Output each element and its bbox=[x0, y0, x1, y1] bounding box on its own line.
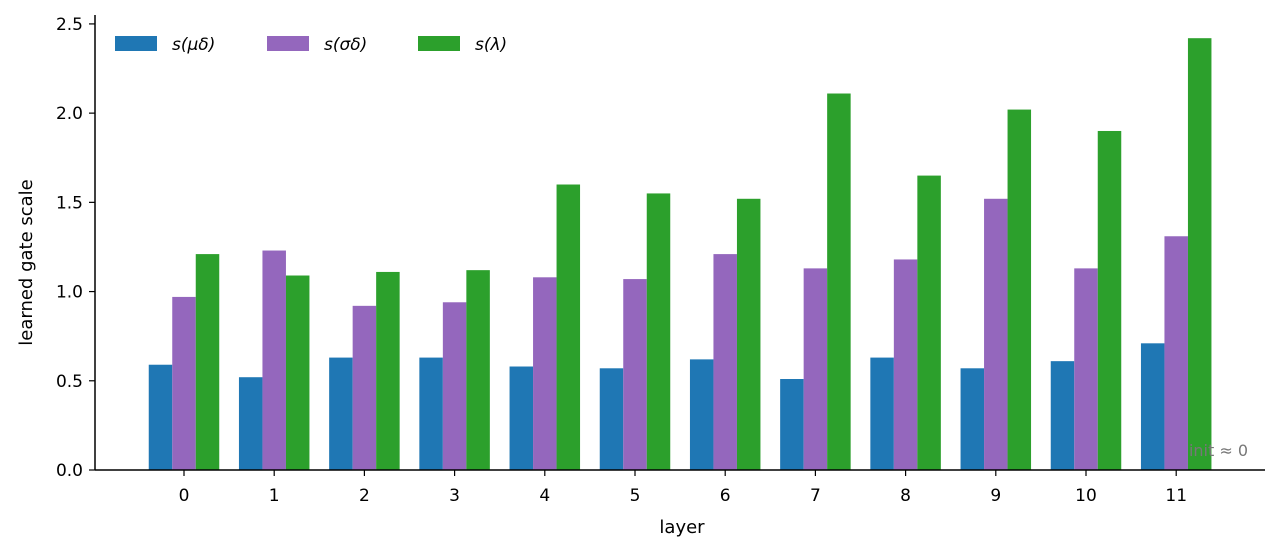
bar-series-1-layer-8 bbox=[893, 259, 918, 470]
bar-series-1-layer-0 bbox=[172, 296, 196, 470]
x-tick-label: 8 bbox=[900, 486, 911, 506]
x-tick-label: 3 bbox=[449, 486, 460, 506]
bar-series-0-layer-11 bbox=[1140, 343, 1165, 470]
legend-swatch-2 bbox=[418, 36, 460, 51]
bar-series-2-layer-6 bbox=[736, 198, 761, 471]
x-tick-label: 4 bbox=[539, 486, 550, 506]
bar-series-2-layer-11 bbox=[1187, 38, 1212, 471]
annotation-init: init ≈ 0 bbox=[1189, 441, 1248, 460]
bar-series-0-layer-1 bbox=[238, 377, 263, 470]
bar-series-1-layer-5 bbox=[623, 279, 647, 470]
bar-series-2-layer-3 bbox=[466, 270, 490, 470]
bar-series-2-layer-1 bbox=[285, 275, 310, 470]
x-tick-label: 1 bbox=[269, 486, 280, 506]
bar-series-0-layer-4 bbox=[509, 366, 534, 470]
x-tick-label: 2 bbox=[359, 486, 370, 506]
bar-series-1-layer-2 bbox=[352, 305, 377, 470]
bar-series-2-layer-9 bbox=[1007, 109, 1032, 470]
bar-series-2-layer-2 bbox=[376, 271, 400, 470]
legend-label-0: s(μδ) bbox=[172, 35, 215, 55]
y-tick-label: 0.0 bbox=[56, 461, 83, 481]
y-axis-ticks: 0.0 0.5 1.0 1.5 2.0 2.5 bbox=[56, 15, 95, 481]
bars-group bbox=[148, 38, 1212, 471]
bar-series-0-layer-0 bbox=[148, 364, 173, 470]
bar-series-0-layer-8 bbox=[870, 357, 894, 470]
bar-series-0-layer-2 bbox=[329, 357, 353, 470]
bar-series-0-layer-6 bbox=[689, 359, 714, 470]
legend-swatch-0 bbox=[115, 36, 157, 51]
x-tick-label: 9 bbox=[990, 486, 1001, 506]
x-axis-ticks: 0 1 2 3 4 5 6 7 8 9 10 11 bbox=[179, 470, 1187, 506]
x-tick-label: 10 bbox=[1075, 486, 1097, 506]
x-axis-label: layer bbox=[659, 517, 705, 538]
legend: s(μδ) s(σδ) s(λ) bbox=[115, 35, 507, 55]
legend-label-1: s(σδ) bbox=[324, 35, 367, 55]
bar-series-0-layer-10 bbox=[1050, 361, 1075, 470]
y-tick-label: 1.0 bbox=[56, 283, 83, 303]
y-tick-label: 0.5 bbox=[56, 372, 83, 392]
bar-series-0-layer-7 bbox=[780, 379, 804, 470]
bar-series-0-layer-5 bbox=[599, 368, 624, 470]
bar-series-2-layer-10 bbox=[1097, 130, 1122, 470]
y-tick-label: 2.5 bbox=[56, 15, 83, 35]
bar-series-1-layer-9 bbox=[984, 198, 1008, 471]
y-tick-label: 1.5 bbox=[56, 193, 83, 213]
x-tick-label: 6 bbox=[720, 486, 731, 506]
bar-series-2-layer-8 bbox=[917, 175, 941, 470]
bar-series-2-layer-5 bbox=[646, 193, 671, 470]
y-axis-label: learned gate scale bbox=[16, 179, 37, 346]
bar-series-2-layer-4 bbox=[556, 184, 581, 470]
x-tick-label: 11 bbox=[1165, 486, 1187, 506]
bar-series-1-layer-4 bbox=[533, 277, 557, 470]
bar-series-2-layer-0 bbox=[195, 254, 220, 470]
x-tick-label: 5 bbox=[630, 486, 641, 506]
x-tick-label: 7 bbox=[810, 486, 821, 506]
bar-series-1-layer-3 bbox=[442, 302, 467, 470]
bar-series-0-layer-9 bbox=[960, 368, 985, 470]
x-tick-label: 0 bbox=[179, 486, 190, 506]
bar-series-1-layer-6 bbox=[713, 254, 737, 470]
bar-series-1-layer-11 bbox=[1164, 236, 1188, 470]
bar-series-1-layer-10 bbox=[1074, 268, 1098, 470]
bar-series-1-layer-1 bbox=[262, 250, 286, 470]
bar-series-0-layer-3 bbox=[419, 357, 443, 470]
bar-series-2-layer-7 bbox=[827, 93, 851, 471]
bar-series-1-layer-7 bbox=[803, 268, 828, 470]
legend-swatch-1 bbox=[267, 36, 309, 51]
y-tick-label: 2.0 bbox=[56, 104, 83, 124]
legend-label-2: s(λ) bbox=[475, 35, 507, 55]
